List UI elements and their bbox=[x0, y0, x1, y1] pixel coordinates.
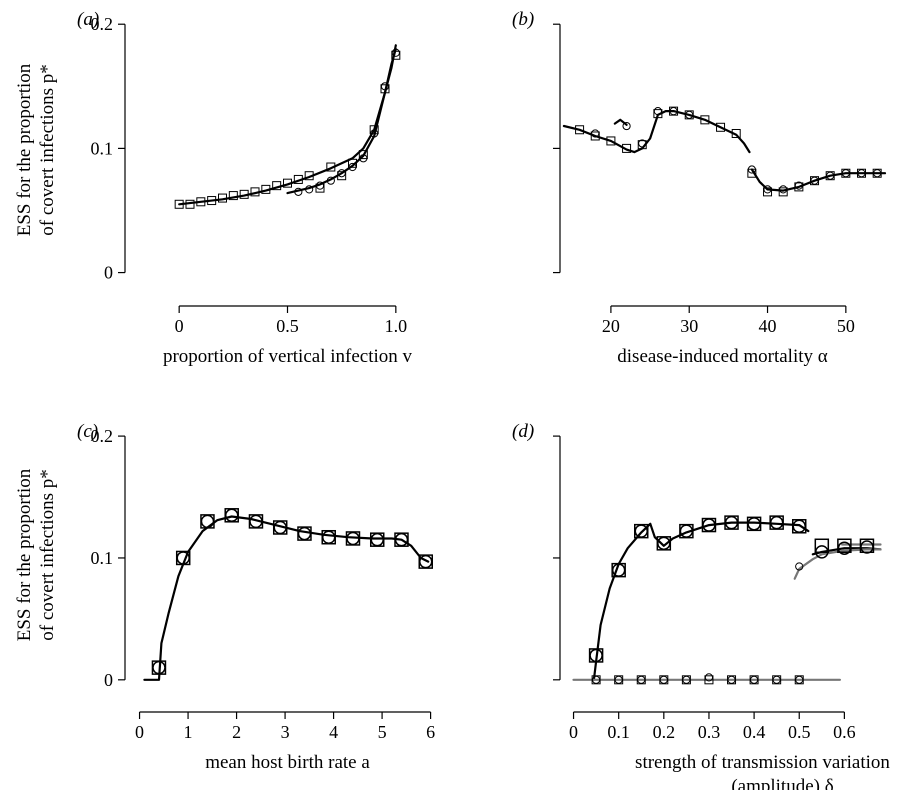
x-tick-label: 0 bbox=[135, 722, 144, 742]
x-tick-label: 4 bbox=[329, 722, 338, 742]
circle-marker bbox=[201, 515, 213, 527]
x-tick-label: 0.4 bbox=[743, 722, 766, 742]
panel-label: (a) bbox=[77, 9, 99, 30]
x-tick-label: 0 bbox=[569, 722, 578, 742]
circle-marker bbox=[323, 531, 335, 543]
panel-c: 0 1 2 3 4 5 6 0 0.1 0.2(c) mean host birth rate a bbox=[77, 421, 435, 773]
x-tick-label: 0.1 bbox=[607, 722, 630, 742]
x-tick-label: 0.5 bbox=[788, 722, 811, 742]
circle-marker bbox=[371, 534, 383, 546]
series-curve bbox=[594, 523, 808, 680]
panel-label: (d) bbox=[512, 421, 534, 442]
series-curve bbox=[144, 517, 428, 680]
x-tick-label: 1.0 bbox=[385, 316, 408, 336]
x-tick-label: 30 bbox=[680, 316, 698, 336]
panel-d: 0 0.1 0.2 0.3 0.4 0.5 0.6 (d) strength of transm… bbox=[512, 421, 890, 790]
circle-marker bbox=[654, 108, 661, 115]
x-axis-title: mean host birth rate a bbox=[205, 752, 370, 773]
x-tick-label: 2 bbox=[232, 722, 241, 742]
y-tick-label: 0.1 bbox=[91, 548, 114, 568]
x-axis-title-line2: (amplitude) δ bbox=[731, 776, 833, 790]
circle-marker bbox=[861, 541, 873, 553]
y-tick-label: 0 bbox=[104, 263, 113, 283]
x-tick-label: 40 bbox=[759, 316, 777, 336]
x-tick-label: 1 bbox=[184, 722, 193, 742]
x-tick-label: 0.5 bbox=[276, 316, 299, 336]
panel-a: 0 0.5 1.0 0 0.1 0.2(a) proportion of vertical … bbox=[77, 9, 413, 367]
x-axis-title-line1: strength of transmission variation bbox=[635, 752, 890, 773]
x-tick-label: 0 bbox=[175, 316, 184, 336]
series-curve bbox=[615, 120, 627, 125]
x-axis-title: proportion of vertical infection v bbox=[163, 346, 413, 367]
y-axis-title-top-line2: of covert infections p* bbox=[37, 64, 58, 235]
y-tick-label: 0.1 bbox=[91, 138, 114, 158]
y-axis-title-bottom-line1: ESS for the proportion bbox=[14, 468, 35, 641]
series-curve bbox=[179, 45, 396, 204]
x-tick-label: 3 bbox=[281, 722, 290, 742]
x-tick-label: 50 bbox=[837, 316, 855, 336]
y-axis-title-top-line1: ESS for the proportion bbox=[14, 63, 35, 236]
x-tick-label: 20 bbox=[602, 316, 620, 336]
y-tick-label: 0 bbox=[104, 670, 113, 690]
panel-b: 20 30 40 50 (b) disease-induced mortality α bbox=[512, 9, 885, 367]
x-axis-title: disease-induced mortality α bbox=[617, 346, 827, 367]
x-tick-label: 5 bbox=[378, 722, 387, 742]
panel-label: (b) bbox=[512, 9, 534, 30]
x-tick-label: 6 bbox=[426, 722, 435, 742]
circle-marker bbox=[226, 509, 238, 521]
panel-label: (c) bbox=[77, 421, 98, 442]
x-tick-label: 0.3 bbox=[698, 722, 721, 742]
x-tick-label: 0.2 bbox=[653, 722, 676, 742]
x-tick-label: 0.6 bbox=[833, 722, 856, 742]
y-axis-title-bottom-line2: of covert infections p* bbox=[37, 469, 58, 640]
series-curve bbox=[795, 549, 881, 578]
